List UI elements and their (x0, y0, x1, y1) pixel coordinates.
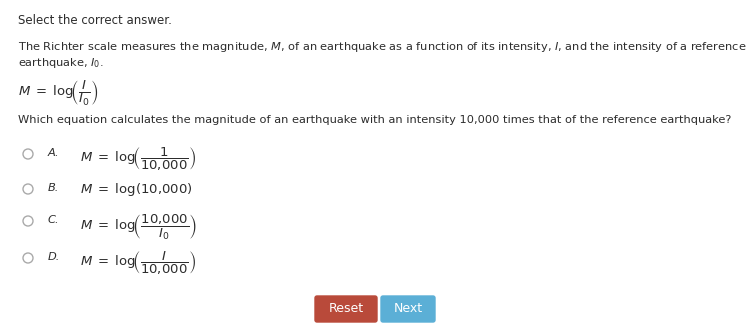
Text: The Richter scale measures the magnitude, $\mathit{M}$, of an earthquake as a fu: The Richter scale measures the magnitude… (18, 40, 746, 54)
Text: $\mathbf{\mathit{M}}\;=\;\mathrm{log}\!\left(\dfrac{\mathit{I}}{\mathit{I}_0}\ri: $\mathbf{\mathit{M}}\;=\;\mathrm{log}\!\… (18, 78, 98, 107)
Text: $\mathbf{\mathit{M}}\;=\;\mathrm{log}\!\left(\dfrac{10{,}000}{\mathit{I}_0}\righ: $\mathbf{\mathit{M}}\;=\;\mathrm{log}\!\… (80, 213, 197, 242)
Text: $\mathbf{\mathit{M}}\;=\;\mathrm{log}\!\left(\dfrac{1}{10{,}000}\right)$: $\mathbf{\mathit{M}}\;=\;\mathrm{log}\!\… (80, 146, 196, 173)
Text: Which equation calculates the magnitude of an earthquake with an intensity 10,00: Which equation calculates the magnitude … (18, 115, 731, 125)
Text: A.: A. (48, 148, 60, 158)
Text: B.: B. (48, 183, 59, 193)
Text: D.: D. (48, 252, 60, 262)
Text: Reset: Reset (328, 303, 364, 316)
FancyBboxPatch shape (315, 296, 377, 322)
Text: $\mathbf{\mathit{M}}\;=\;\mathrm{log}(10{,}000)$: $\mathbf{\mathit{M}}\;=\;\mathrm{log}(10… (80, 181, 193, 198)
Text: $\mathbf{\mathit{M}}\;=\;\mathrm{log}\!\left(\dfrac{\mathit{I}}{10{,}000}\right): $\mathbf{\mathit{M}}\;=\;\mathrm{log}\!\… (80, 250, 196, 277)
Text: C.: C. (48, 215, 60, 225)
Text: Select the correct answer.: Select the correct answer. (18, 14, 172, 27)
Text: earthquake, $\mathit{I}$$_0$.: earthquake, $\mathit{I}$$_0$. (18, 56, 104, 70)
FancyBboxPatch shape (381, 296, 435, 322)
Text: Next: Next (394, 303, 422, 316)
